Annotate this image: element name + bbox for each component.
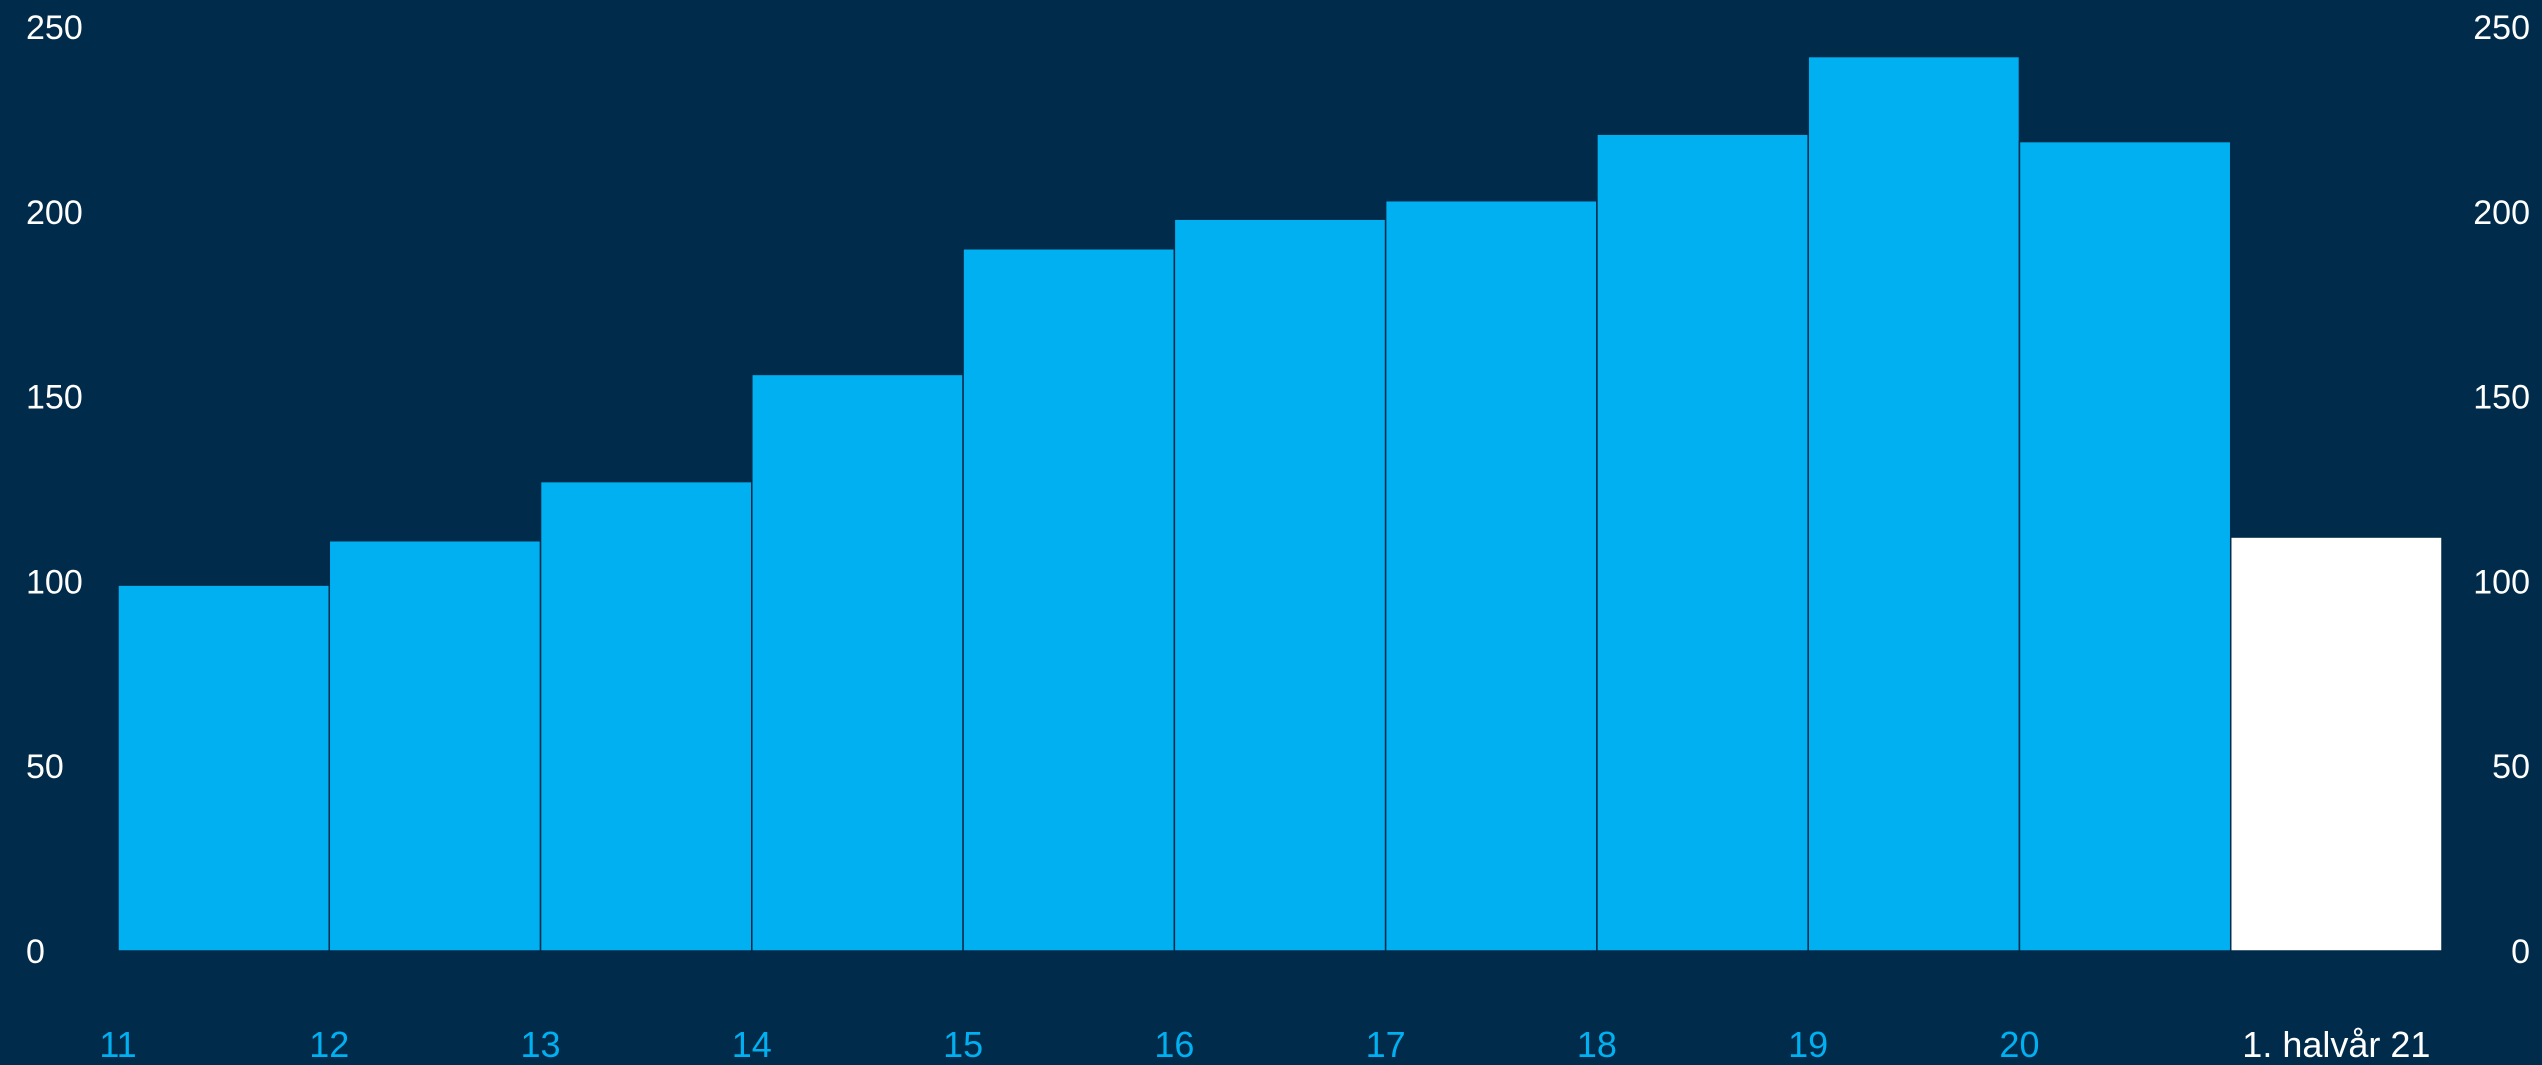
right-y-tick-label: 50 xyxy=(2492,748,2530,786)
x-tick-label: 14 xyxy=(732,1024,772,1065)
bar-15 xyxy=(962,248,1176,952)
bar-14 xyxy=(751,373,964,952)
x-tick-label: 13 xyxy=(521,1024,561,1065)
x-tick-label: 17 xyxy=(1366,1024,1406,1065)
bar-18 xyxy=(1596,133,1809,952)
x-tick-label: 15 xyxy=(943,1024,983,1065)
x-tick-label: 18 xyxy=(1577,1024,1617,1065)
right-y-axis: 0 50 100 150 200 250 xyxy=(2473,9,2530,971)
x-tick-label: 1. halvår 21 xyxy=(2242,1024,2430,1065)
left-y-tick-label: 200 xyxy=(26,194,83,232)
bar-17 xyxy=(1384,199,1598,952)
x-axis-labels: 11 12 13 14 15 16 17 18 19 20 1. halvår 21 xyxy=(99,1024,2430,1065)
x-tick-label: 12 xyxy=(309,1024,349,1065)
bar-16 xyxy=(1173,218,1387,952)
left-y-tick-label: 0 xyxy=(26,933,45,971)
x-tick-label: 11 xyxy=(99,1024,136,1065)
right-y-tick-label: 100 xyxy=(2473,563,2530,601)
bar-12 xyxy=(328,539,542,952)
bar-13 xyxy=(539,480,753,952)
x-tick-label: 16 xyxy=(1154,1024,1194,1065)
bars-group xyxy=(117,55,2443,952)
x-tick-label: 19 xyxy=(1788,1024,1828,1065)
right-y-tick-label: 150 xyxy=(2473,379,2530,417)
left-y-tick-label: 50 xyxy=(26,748,64,786)
left-y-axis: 0 50 100 150 200 250 xyxy=(26,9,83,971)
bar-1-halv-r-21 xyxy=(2229,536,2443,952)
right-y-tick-label: 250 xyxy=(2473,9,2530,47)
bar-19 xyxy=(1807,55,2021,952)
bar-20 xyxy=(2018,140,2232,952)
left-y-tick-label: 150 xyxy=(26,379,83,417)
right-y-tick-label: 200 xyxy=(2473,194,2530,232)
x-tick-label: 20 xyxy=(1999,1024,2039,1065)
left-y-tick-label: 250 xyxy=(26,9,83,47)
left-y-tick-label: 100 xyxy=(26,563,83,601)
bar-11 xyxy=(117,584,331,952)
right-y-tick-label: 0 xyxy=(2511,933,2530,971)
